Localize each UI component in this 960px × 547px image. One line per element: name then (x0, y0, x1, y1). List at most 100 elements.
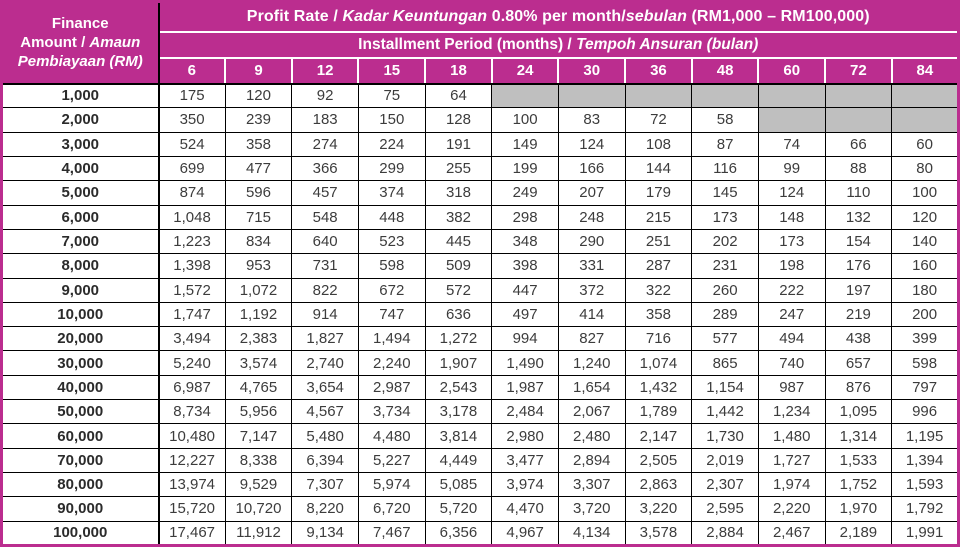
installment-value-cell: 2,147 (624, 423, 693, 449)
table-row: 8,000 1,398 953 731 598 509 398 331 287 231 198 176… (1, 253, 959, 279)
installment-value-cell: 822 (291, 277, 359, 303)
installment-value-cell: 699 (158, 155, 226, 182)
installment-value-cell: 2,863 (624, 471, 693, 498)
finance-amount-cell: 3,000 (1, 131, 160, 157)
installment-value-cell: 524 (158, 131, 226, 157)
installment-value-cell: 874 (158, 180, 226, 206)
installment-value-cell: 8,220 (291, 496, 359, 522)
table-row: 70,000 12,227 8,338 6,394 5,227 4,449 3,477 2,8… (1, 447, 959, 474)
finance-amount-cell: 80,000 (1, 471, 160, 498)
installment-value-cell: 596 (224, 180, 293, 206)
installment-value-cell: 1,195 (891, 423, 959, 449)
finance-amount-cell: 70,000 (1, 447, 160, 474)
installment-value-cell: 1,192 (224, 301, 293, 328)
installment-value-cell: 10,720 (224, 496, 293, 522)
table-row: 40,000 6,987 4,765 3,654 2,987 2,543 1,987 1,65… (1, 374, 959, 401)
finance-amount-en: Amount / (20, 34, 90, 52)
installment-value-cell: 2,189 (824, 520, 893, 547)
finance-amount-cell: 60,000 (1, 423, 160, 449)
installment-value-cell: 747 (357, 301, 426, 328)
installment-value-cell: 173 (757, 228, 826, 255)
installment-value-cell: 251 (624, 228, 693, 255)
installment-value-cell: 876 (824, 374, 893, 401)
installment-value-cell: 497 (491, 301, 559, 328)
installment-value-cell: 2,543 (424, 374, 493, 401)
installment-value-cell: 3,178 (424, 399, 493, 425)
installment-value-cell: 827 (557, 326, 626, 352)
finance-amount-cell: 90,000 (1, 496, 160, 522)
installment-value-cell: 179 (624, 180, 693, 206)
installment-value-cell: 110 (824, 180, 893, 206)
installment-value-cell: 6,987 (158, 374, 226, 401)
installment-value-cell: 477 (224, 155, 293, 182)
installment-value-cell: 3,974 (491, 471, 559, 498)
installment-value-cell: 1,490 (491, 350, 559, 376)
installment-value-cell: 494 (757, 326, 826, 352)
installment-value-cell: 438 (824, 326, 893, 352)
table-row: 100,000 17,467 11,912 9,134 7,467 6,356 4,967 4… (1, 520, 959, 547)
installment-value-cell: 60 (891, 131, 959, 157)
installment-value-cell: 140 (891, 228, 959, 255)
installment-value-cell: 358 (224, 131, 293, 157)
installment-value-cell: 996 (891, 399, 959, 425)
not-available-cell (491, 82, 559, 109)
installment-value-cell: 7,307 (291, 471, 359, 498)
installment-value-cell: 124 (757, 180, 826, 206)
installment-value-cell: 154 (824, 228, 893, 255)
installment-value-cell: 1,970 (824, 496, 893, 522)
installment-value-cell: 198 (757, 253, 826, 279)
installment-value-cell: 2,484 (491, 399, 559, 425)
installment-value-cell: 3,574 (224, 350, 293, 376)
table-row: 7,000 1,223 834 640 523 445 348 290 251 202 173 154… (1, 228, 959, 255)
not-available-cell (557, 82, 626, 109)
installment-value-cell: 260 (691, 277, 759, 303)
installment-value-cell: 5,227 (357, 447, 426, 474)
installment-value-cell: 175 (158, 82, 226, 109)
installment-value-cell: 247 (757, 301, 826, 328)
table-row: 2,000 350 239 183 150 128 100 83 72 58 (1, 107, 959, 133)
finance-amount-cell: 9,000 (1, 277, 160, 303)
installment-value-cell: 166 (557, 155, 626, 182)
profit-rate-value: 0.80% per month/ (487, 7, 626, 25)
installment-value-cell: 224 (357, 131, 426, 157)
installment-value-cell: 128 (424, 107, 493, 133)
installment-value-cell: 2,467 (757, 520, 826, 547)
installment-value-cell: 17,467 (158, 520, 226, 547)
table-row: 60,000 10,480 7,147 5,480 4,480 3,814 2,980 2,4… (1, 423, 959, 449)
installment-value-cell: 1,792 (891, 496, 959, 522)
finance-amount-header-line3: Pembiayaan (RM) (17, 53, 143, 71)
installment-value-cell: 8,338 (224, 447, 293, 474)
installment-value-cell: 75 (357, 82, 426, 109)
installment-value-cell: 457 (291, 180, 359, 206)
installment-value-cell: 1,240 (557, 350, 626, 376)
finance-amount-cell: 7,000 (1, 228, 160, 255)
installment-value-cell: 382 (424, 204, 493, 230)
installment-value-cell: 1,223 (158, 228, 226, 255)
installment-value-cell: 289 (691, 301, 759, 328)
installment-value-cell: 572 (424, 277, 493, 303)
installment-value-cell: 6,394 (291, 447, 359, 474)
installment-value-cell: 318 (424, 180, 493, 206)
installment-period-row: Installment Period (months) / Tempoh Ans… (2, 31, 959, 59)
installment-value-cell: 399 (891, 326, 959, 352)
installment-value-cell: 1,730 (691, 423, 759, 449)
installment-value-cell: 834 (224, 228, 293, 255)
installment-value-cell: 1,398 (158, 253, 226, 279)
installment-value-cell: 1,987 (491, 374, 559, 401)
installment-value-cell: 2,595 (691, 496, 759, 522)
installment-value-cell: 149 (491, 131, 559, 157)
installment-value-cell: 636 (424, 301, 493, 328)
installment-value-cell: 274 (291, 131, 359, 157)
installment-value-cell: 64 (424, 82, 493, 109)
installment-value-cell: 1,974 (757, 471, 826, 498)
finance-amount-cell: 30,000 (1, 350, 160, 376)
installment-value-cell: 3,654 (291, 374, 359, 401)
table-row: 80,000 13,974 9,529 7,307 5,974 5,085 3,974 3,3… (1, 471, 959, 498)
installment-value-cell: 191 (424, 131, 493, 157)
installment-value-cell: 1,747 (158, 301, 226, 328)
installment-value-cell: 160 (891, 253, 959, 279)
installment-value-cell: 640 (291, 228, 359, 255)
installment-value-cell: 72 (624, 107, 693, 133)
profit-rate-header: Profit Rate / Kadar Keuntungan 0.80% per… (158, 1, 959, 33)
